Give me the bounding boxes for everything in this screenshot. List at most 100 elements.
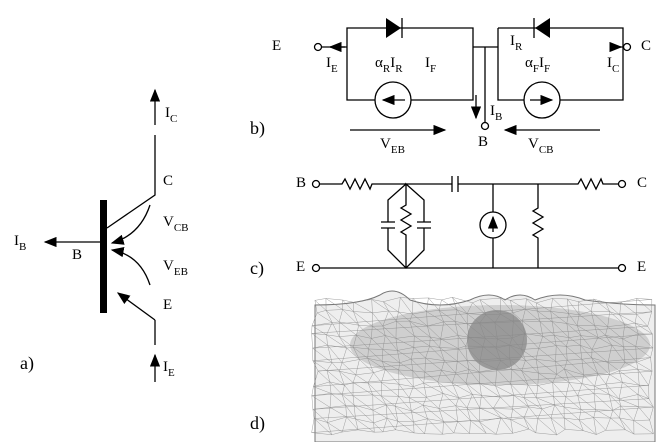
mesh-edge: [382, 361, 400, 363]
mesh-edge: [352, 395, 355, 406]
mesh-edge: [439, 347, 458, 362]
label-text: E: [163, 297, 172, 313]
mesh-edge: [413, 345, 430, 348]
mesh-edge: [593, 417, 597, 435]
mesh-edge: [567, 298, 569, 314]
mesh-edge: [313, 418, 332, 435]
mesh-edge: [552, 321, 567, 324]
mesh-edge: [437, 381, 459, 398]
mesh-edge: [438, 310, 444, 322]
mesh-edge: [326, 370, 340, 372]
mesh-edge: [454, 309, 458, 322]
subscript: C: [612, 63, 619, 75]
mesh-edge: [537, 418, 557, 436]
mesh-edge: [472, 302, 487, 315]
mesh-edge: [566, 344, 581, 347]
mesh-edge: [521, 348, 539, 350]
mesh-edge: [443, 321, 455, 323]
mesh-edge: [355, 418, 374, 424]
mesh-edge: [539, 321, 543, 337]
mesh-edge: [429, 345, 445, 361]
mesh-edge: [610, 417, 626, 430]
mesh-edge: [513, 395, 529, 407]
mesh-edge: [622, 324, 625, 339]
mesh-edge: [457, 360, 468, 362]
mesh-edge: [598, 335, 606, 338]
mesh-edge: [437, 381, 444, 394]
mesh-edge: [441, 370, 456, 374]
mesh-edge: [619, 417, 635, 435]
mesh-edge: [373, 422, 375, 433]
mesh-edge: [580, 335, 599, 338]
mesh-edge: [311, 325, 327, 335]
mesh-edge: [479, 361, 497, 370]
label-text: B: [478, 134, 488, 150]
mesh-edge: [509, 358, 526, 361]
mesh-edge: [428, 297, 440, 311]
mesh-edge: [339, 370, 354, 383]
mesh-edge: [458, 394, 473, 398]
mesh-edge: [596, 430, 606, 435]
mesh-edge: [496, 433, 513, 435]
mesh-edge: [381, 382, 399, 397]
mesh-edge: [552, 321, 555, 336]
mesh-edge: [579, 310, 592, 315]
mesh-edge: [635, 322, 653, 335]
mesh-edge: [472, 299, 481, 304]
mesh-edge: [554, 335, 567, 347]
mesh-edge: [496, 368, 512, 370]
mesh-edge: [455, 372, 467, 384]
mesh-edge: [597, 373, 607, 385]
mesh-edge: [550, 417, 558, 435]
mesh-edge: [342, 394, 354, 396]
mesh-edge: [372, 312, 383, 327]
mesh-edge: [550, 298, 553, 312]
mesh-edge: [443, 321, 459, 336]
mesh-edge: [650, 357, 653, 372]
mesh-edge: [633, 406, 639, 421]
circuit-label: B: [478, 134, 488, 150]
mesh-edge: [465, 345, 483, 347]
mesh-edge: [329, 381, 343, 395]
circuit-label: C: [641, 38, 651, 54]
mesh-edge: [395, 338, 398, 351]
mesh-edge: [608, 394, 613, 411]
mesh-edge: [500, 358, 510, 361]
mesh-edge: [327, 422, 332, 435]
mesh-edge: [330, 393, 346, 406]
mesh-edge: [411, 357, 426, 360]
mesh-edge: [442, 393, 457, 406]
mesh-edge: [494, 321, 514, 323]
mesh-edge: [318, 347, 653, 372]
mesh-edge: [326, 322, 333, 335]
mesh-edge: [648, 398, 654, 408]
label-text: E: [637, 259, 646, 275]
mesh-edge: [353, 404, 374, 424]
mesh-edge: [426, 311, 444, 323]
mesh-edge: [381, 361, 386, 370]
circuit-label: C: [637, 175, 647, 191]
mesh-edge: [398, 369, 414, 387]
mesh-edge: [358, 429, 375, 433]
mesh-edge: [440, 321, 444, 339]
mesh-edge: [622, 382, 640, 386]
mesh-edge: [609, 374, 623, 383]
mesh-edge: [341, 394, 346, 406]
mesh-edge: [635, 346, 653, 349]
mesh-edge: [355, 418, 375, 433]
mesh-edge: [358, 325, 372, 339]
mesh-edge: [542, 404, 555, 410]
mesh-edge: [426, 393, 444, 398]
mesh-edge: [385, 369, 400, 385]
mesh-edge: [512, 406, 529, 410]
mesh-edge: [521, 370, 538, 386]
mesh-edge: [636, 311, 652, 315]
mesh-edge: [472, 394, 480, 409]
mesh-edge: [527, 384, 537, 398]
mesh-edge: [346, 416, 359, 431]
mesh-edge: [579, 419, 597, 435]
mesh-edge: [536, 385, 539, 398]
mesh-edge: [568, 337, 581, 346]
mesh-edge: [565, 382, 570, 397]
